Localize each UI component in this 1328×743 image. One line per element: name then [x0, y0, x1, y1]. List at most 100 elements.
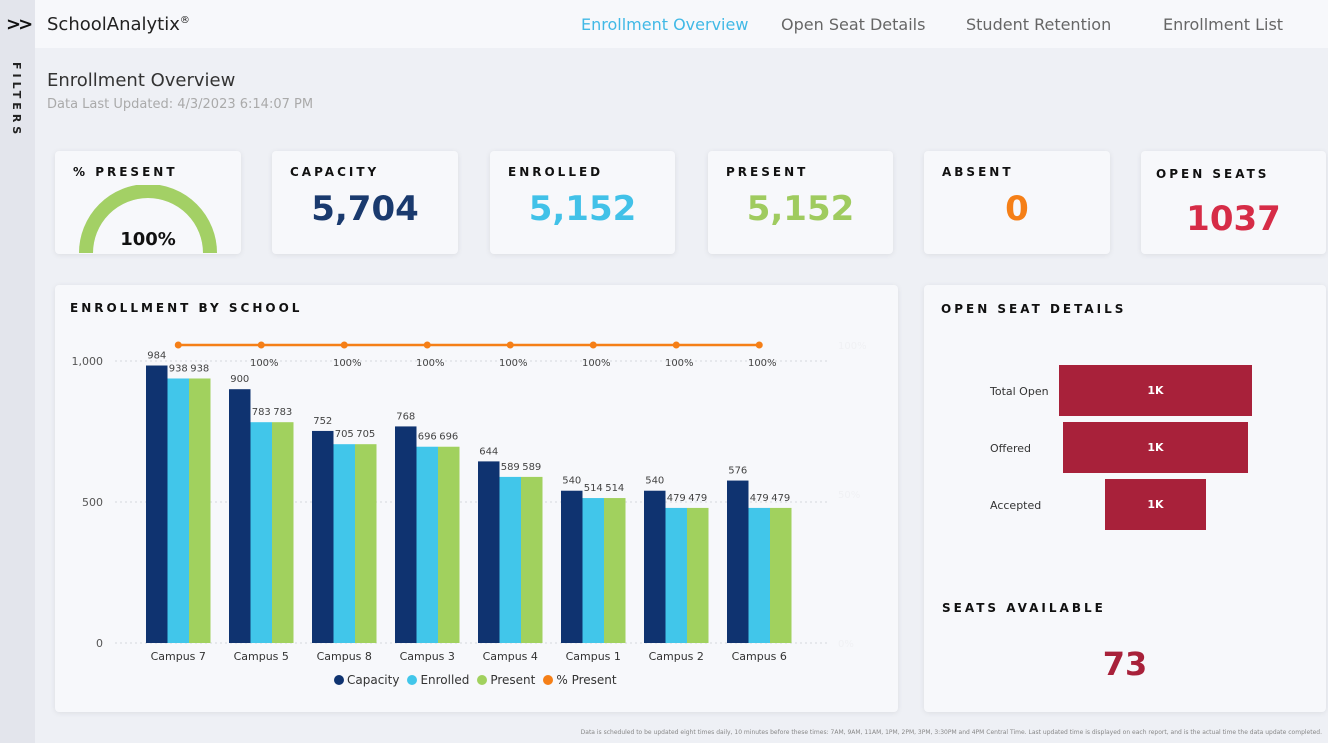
kpi-label: ENROLLED	[508, 165, 604, 179]
filters-label[interactable]: FILTERS	[10, 62, 23, 139]
bar-data-label: 479	[771, 493, 790, 504]
x-tick-label: Campus 8	[317, 650, 372, 663]
bar-capacity	[312, 430, 334, 643]
y2-tick-label: 50%	[838, 490, 860, 501]
y-tick-label: 1,000	[72, 355, 104, 368]
y2-tick-label: 100%	[838, 341, 867, 352]
legend-dot-icon	[543, 675, 554, 685]
legend-label: Capacity	[347, 673, 400, 687]
line-point	[506, 341, 514, 349]
legend-dot-icon	[334, 675, 344, 685]
bar-data-label: 696	[418, 432, 437, 443]
brand-logo[interactable]: SchoolAnalytix®	[47, 14, 190, 35]
bar-capacity	[561, 490, 583, 643]
bar-capacity	[644, 490, 666, 643]
funnel-label-offered: Offered	[990, 442, 1032, 455]
bar-present	[355, 444, 377, 643]
bar-data-label: 514	[584, 483, 603, 494]
legend-item[interactable]: Capacity	[334, 673, 399, 687]
kpi-label: % PRESENT	[73, 165, 178, 179]
bar-data-label: 514	[605, 483, 624, 494]
top-navigation-bar: SchoolAnalytix® Enrollment Overview Open…	[35, 0, 1328, 48]
bar-data-label: 783	[273, 407, 292, 418]
bar-data-label: 984	[147, 351, 166, 362]
legend-item[interactable]: Enrolled	[407, 673, 469, 687]
bar-enrolled	[250, 422, 272, 643]
bar-present	[272, 422, 294, 643]
bar-data-label: 752	[313, 416, 332, 427]
filters-sidebar[interactable]: >> FILTERS	[0, 0, 35, 743]
chart-legend: Capacity Enrolled Present % Present	[334, 673, 617, 687]
bar-present	[604, 498, 626, 643]
bar-present	[770, 507, 792, 643]
bar-present	[521, 476, 543, 643]
bar-enrolled	[748, 507, 770, 643]
kpi-label: PRESENT	[726, 165, 809, 179]
bar-present	[438, 446, 460, 643]
x-tick-label: Campus 4	[483, 650, 538, 663]
x-tick-label: Campus 6	[732, 650, 787, 663]
bar-capacity	[478, 461, 500, 643]
bar-enrolled	[665, 507, 687, 643]
legend-dot-icon	[477, 675, 488, 685]
funnel-label-total-open: Total Open	[990, 385, 1049, 398]
bar-data-label: 705	[335, 429, 354, 440]
brand-mark: ®	[179, 15, 190, 26]
legend-dot-icon	[407, 675, 418, 685]
line-data-label: 100%	[333, 358, 362, 369]
bar-enrolled	[582, 498, 604, 643]
bar-enrolled	[499, 476, 521, 643]
seats-available-value: 73	[1102, 645, 1148, 683]
bar-capacity	[727, 480, 749, 643]
funnel-label-accepted: Accepted	[990, 499, 1042, 512]
kpi-label: ABSENT	[942, 165, 1014, 179]
bar-present	[189, 378, 211, 643]
legend-item[interactable]: % Present	[543, 673, 617, 687]
open-seat-details-title: OPEN SEAT DETAILS	[941, 302, 1127, 316]
y-tick-label: 500	[82, 496, 103, 509]
funnel-bar-accepted[interactable]: 1K	[1105, 479, 1206, 530]
x-tick-label: Campus 7	[151, 650, 206, 663]
legend-label: Enrolled	[420, 673, 470, 687]
line-data-label: 100%	[416, 358, 445, 369]
kpi-value: 0	[1005, 189, 1029, 229]
tab-enrollment-overview[interactable]: Enrollment Overview	[581, 15, 749, 34]
funnel-bar-offered[interactable]: 1K	[1063, 422, 1248, 473]
kpi-absent-card: ABSENT 0	[924, 151, 1110, 254]
bar-data-label: 938	[169, 363, 188, 374]
bar-data-label: 589	[501, 462, 520, 473]
line-point	[257, 341, 265, 349]
seats-available-title: SEATS AVAILABLE	[942, 601, 1106, 615]
percent-present-gauge	[79, 185, 217, 254]
chart-title: ENROLLMENT BY SCHOOL	[70, 301, 303, 315]
line-data-label: 100%	[748, 358, 777, 369]
bar-data-label: 479	[750, 493, 769, 504]
legend-item[interactable]: Present	[477, 673, 535, 687]
kpi-value: 100%	[120, 229, 176, 250]
line-data-label: 100%	[250, 358, 279, 369]
funnel-bar-total-open[interactable]: 1K	[1059, 365, 1252, 416]
x-tick-label: Campus 1	[566, 650, 621, 663]
y-tick-label: 0	[96, 637, 103, 650]
tab-enrollment-list[interactable]: Enrollment List	[1163, 15, 1284, 34]
data-last-updated: Data Last Updated: 4/3/2023 6:14:07 PM	[47, 97, 314, 112]
kpi-value: 5,704	[311, 189, 419, 229]
footnote: Data is scheduled to be updated eight ti…	[580, 729, 1322, 736]
kpi-open-seats-card: OPEN SEATS 1037	[1141, 151, 1326, 254]
line-point	[672, 341, 680, 349]
kpi-percent-present-card: % PRESENT 100%	[55, 151, 241, 254]
tab-open-seat-details[interactable]: Open Seat Details	[781, 15, 926, 34]
kpi-value: 5,152	[746, 189, 855, 229]
line-point	[423, 341, 431, 349]
bar-data-label: 938	[190, 363, 209, 374]
page-title: Enrollment Overview	[47, 70, 236, 91]
bar-data-label: 576	[728, 466, 747, 477]
bar-data-label: 783	[252, 407, 271, 418]
bar-capacity	[146, 365, 168, 643]
tab-student-retention[interactable]: Student Retention	[966, 15, 1112, 34]
bar-capacity	[395, 426, 417, 643]
line-point	[340, 341, 348, 349]
double-chevron-right-icon[interactable]: >>	[6, 14, 33, 35]
kpi-present-card: PRESENT 5,152	[708, 151, 893, 254]
